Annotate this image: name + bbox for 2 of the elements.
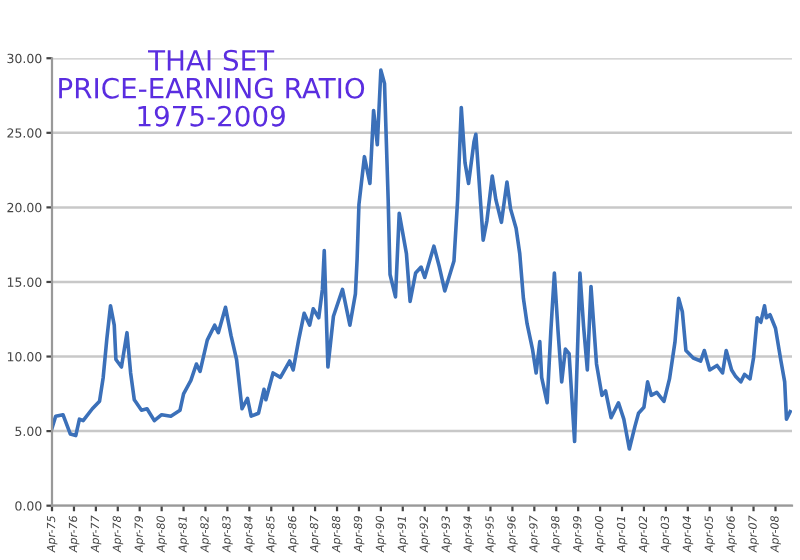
line-series [52,68,792,451]
text: THAI SET PRICE-EARNING RATIO 1975-2009 [59,49,365,127]
